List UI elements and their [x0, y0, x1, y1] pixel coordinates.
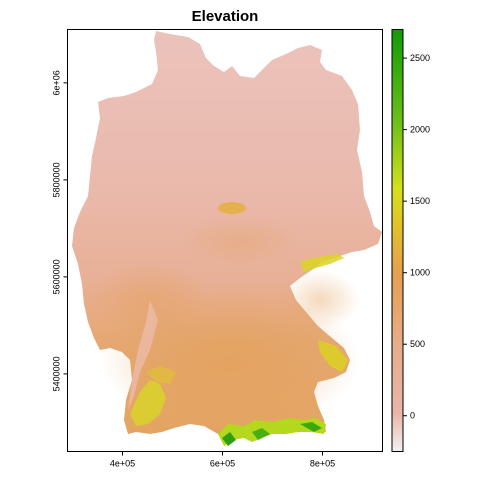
erzgebirge-highland	[300, 254, 344, 272]
y-axis: 5400000 5600000 5800000 6e+06	[52, 70, 68, 391]
legend-tick-label: 1000	[410, 268, 430, 278]
legend-tick-label: 2000	[410, 125, 430, 135]
bavarian-forest-highland	[318, 340, 348, 372]
legend-colorbar	[391, 29, 404, 452]
alps-peak	[252, 428, 270, 440]
x-tick-label: 6e+05	[210, 459, 235, 469]
rhine-valley	[128, 300, 158, 410]
x-axis: 4e+05 6e+05 8e+05	[110, 451, 335, 469]
y-tick-label: 5600000	[52, 259, 62, 294]
alps-peak	[300, 422, 322, 432]
legend-tick-label: 2500	[410, 53, 430, 63]
highland-shading	[280, 270, 360, 330]
highland-shading	[180, 215, 300, 265]
y-tick-label: 6e+06	[52, 70, 62, 95]
x-tick-label: 8e+05	[310, 459, 335, 469]
y-tick-label: 5400000	[52, 356, 62, 391]
map-title: Elevation	[191, 8, 259, 25]
alps-highland	[218, 418, 326, 446]
legend-tick-label: 1500	[410, 196, 430, 206]
y-tick-label: 5800000	[52, 162, 62, 197]
harz-highland	[218, 202, 246, 214]
legend-axis: 0 500 1000 1500 2000 2500	[403, 53, 430, 421]
x-tick-label: 4e+05	[110, 459, 135, 469]
plot-frame	[67, 29, 383, 452]
black-forest-highland	[130, 380, 166, 426]
alps-peak	[222, 432, 236, 446]
legend-tick-label: 500	[410, 339, 425, 349]
legend-tick-label: 0	[410, 411, 415, 421]
swabian-alb-highland	[146, 366, 176, 384]
